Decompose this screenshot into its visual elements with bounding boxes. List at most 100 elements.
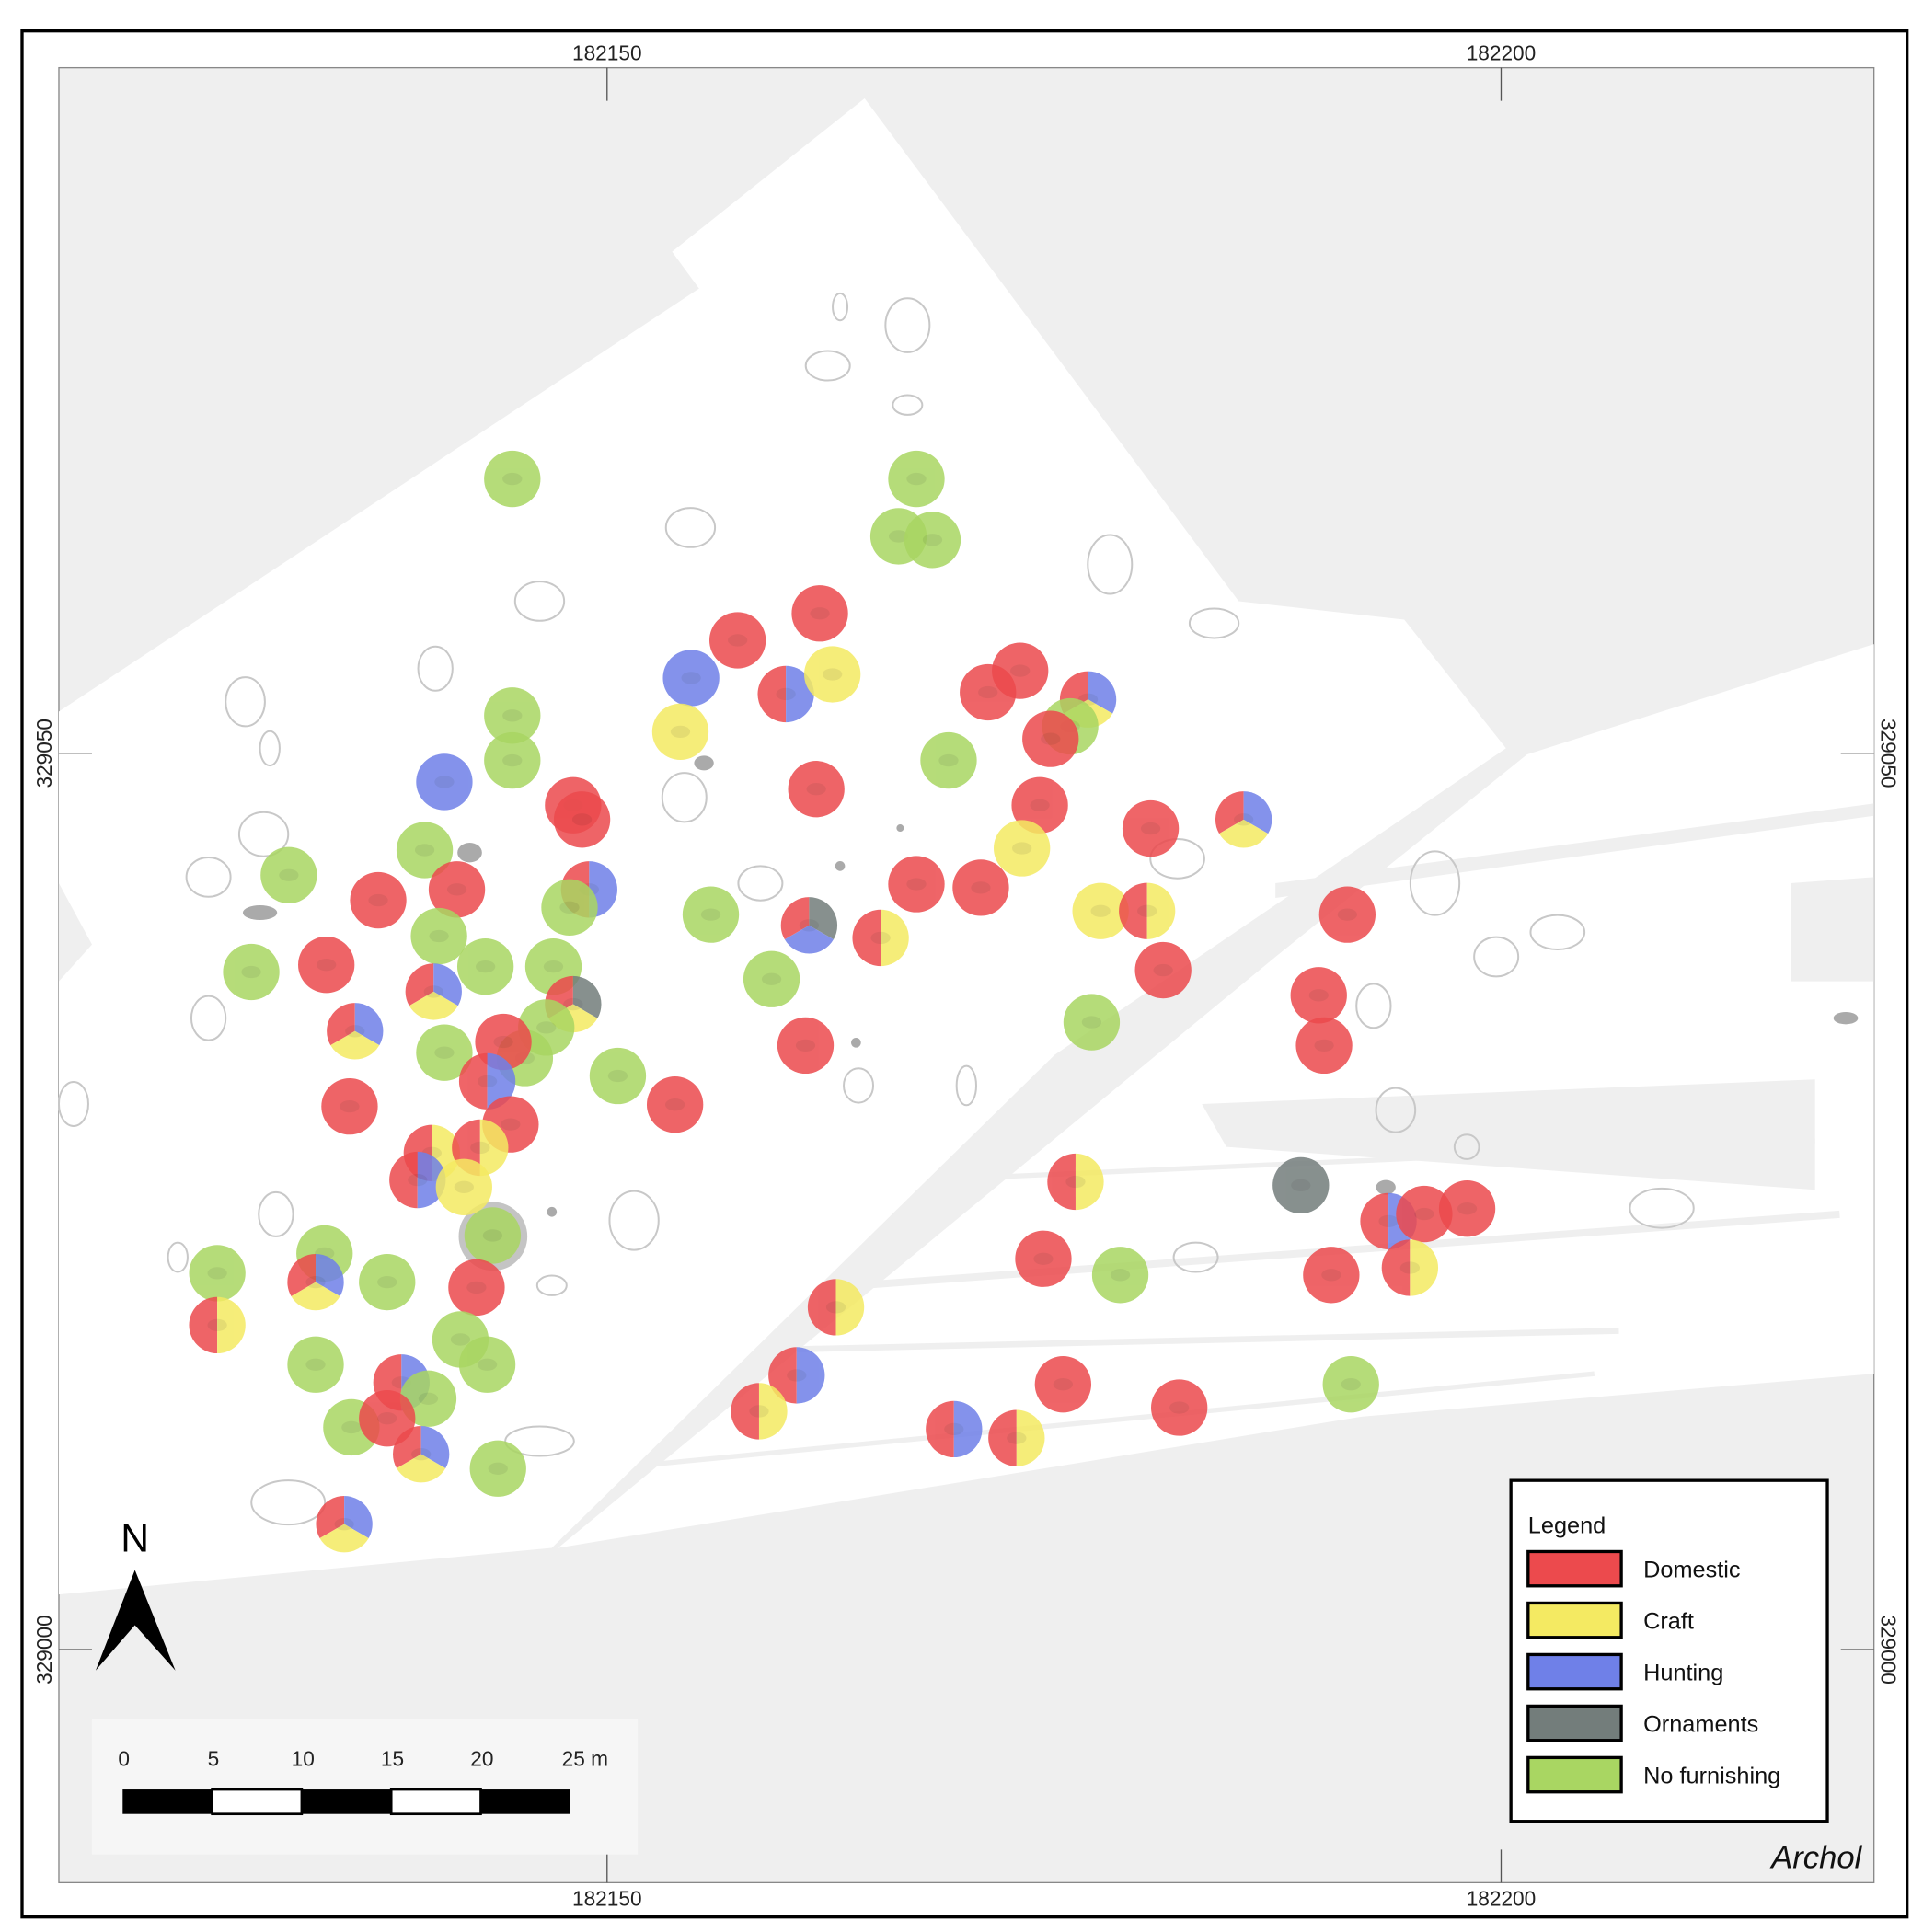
pie-slice-domestic xyxy=(428,861,486,918)
excavation-area xyxy=(58,98,1874,1595)
pie-slice-hunting xyxy=(420,1426,450,1469)
feature-pie xyxy=(1072,882,1129,939)
credit-label: Archol xyxy=(1769,1840,1862,1875)
pie-slice-domestic xyxy=(327,1003,355,1046)
feature-centre-mark xyxy=(1414,1207,1434,1221)
feature-centre-mark xyxy=(1153,963,1173,977)
feature-pie xyxy=(1295,1017,1353,1075)
pie-slice-craft xyxy=(993,820,1051,877)
feature-pie xyxy=(1022,710,1079,767)
pie-slice-domestic xyxy=(393,1426,421,1469)
pie-slice-hunting xyxy=(316,1253,344,1296)
pie-slice-hunting xyxy=(433,963,462,1006)
pie-slice-no-furnishing xyxy=(904,512,962,569)
feature-centre-mark xyxy=(1137,904,1157,917)
feature-centre-mark xyxy=(493,1035,513,1049)
pie-slice-domestic xyxy=(553,791,611,848)
pie-slice-domestic xyxy=(1015,1230,1072,1287)
feature-pie xyxy=(1151,1379,1208,1436)
feature-centre-mark xyxy=(1314,1039,1334,1052)
feature-centre-mark xyxy=(279,868,299,881)
feature-pie xyxy=(888,856,945,913)
feature-centre-mark xyxy=(450,1333,471,1346)
pie-slice-no-furnishing xyxy=(464,1207,522,1264)
feature-pie xyxy=(803,646,861,703)
feature-pie xyxy=(662,650,720,707)
pie-slice-domestic xyxy=(1381,1239,1411,1296)
pie-slice-no-furnishing xyxy=(223,943,280,1001)
pie-slice-craft xyxy=(291,1282,340,1311)
feature-centre-mark xyxy=(971,881,991,894)
feature-centre-mark xyxy=(1399,1261,1421,1274)
feature-pie xyxy=(405,963,462,1020)
pie-slice-no-furnishing xyxy=(359,1253,416,1311)
pie-slice-no-furnishing xyxy=(396,822,454,879)
scale-label-15: 15 xyxy=(381,1747,404,1771)
feature-centre-mark xyxy=(1308,989,1329,1002)
northing-label-left-2: 329000 xyxy=(32,1615,56,1685)
feature-pie xyxy=(428,861,486,918)
feature-pie xyxy=(541,879,598,936)
pie-slice-domestic xyxy=(780,897,810,940)
feature-centre-mark xyxy=(749,1405,769,1418)
feature-pie xyxy=(920,731,977,789)
feature-pie xyxy=(777,1017,835,1075)
feature-centre-mark xyxy=(446,883,467,896)
feature-pie xyxy=(396,822,454,879)
feature-centre-mark xyxy=(700,908,721,921)
feature-pie xyxy=(553,791,611,848)
pie-slice-domestic xyxy=(1303,1247,1360,1304)
feature-pie xyxy=(791,585,848,642)
feature-pie xyxy=(298,937,355,994)
pie-slice-hunting xyxy=(354,1003,384,1046)
feature-pie xyxy=(327,1003,384,1060)
pie-slice-domestic xyxy=(405,963,434,1006)
feature-pie xyxy=(1047,1153,1104,1211)
feature-centre-mark xyxy=(1090,904,1111,917)
feature-centre-mark xyxy=(825,1301,846,1314)
legend-swatch-ornaments xyxy=(1526,1704,1623,1742)
pie-slice-domestic xyxy=(646,1076,704,1133)
pie-slice-domestic xyxy=(1011,776,1068,834)
feature-pie xyxy=(708,612,766,669)
pie-slice-no-furnishing xyxy=(458,1336,516,1393)
pie-slice-craft xyxy=(758,1383,788,1440)
feature-centre-mark xyxy=(1337,908,1358,921)
feature-pie xyxy=(852,909,909,967)
feature-centre-mark xyxy=(1081,1016,1102,1029)
pie-slice-domestic xyxy=(316,1496,345,1539)
feature-pie xyxy=(807,1279,865,1336)
feature-centre-mark xyxy=(408,1173,428,1187)
feature-centre-mark xyxy=(571,813,593,826)
pie-slice-domestic xyxy=(389,1151,418,1209)
scale-label-5: 5 xyxy=(208,1747,220,1771)
feature-centre-mark xyxy=(502,709,523,722)
feature-pie xyxy=(287,1336,344,1393)
pie-slice-domestic xyxy=(757,665,787,723)
pie-slice-craft xyxy=(1146,882,1176,939)
feature-centre-mark xyxy=(1140,822,1161,835)
feature-pie xyxy=(1290,967,1347,1024)
feature-centre-mark xyxy=(1169,1401,1190,1414)
pie-slice-no-furnishing xyxy=(416,1024,473,1081)
pie-slice-hunting xyxy=(344,1496,373,1539)
feature-centre-mark xyxy=(1041,732,1061,745)
feature-centre-mark xyxy=(434,776,455,788)
feature-pie xyxy=(458,1336,516,1393)
pie-slice-no-furnishing xyxy=(189,1245,246,1302)
legend-label-no-furnishing: No furnishing xyxy=(1643,1763,1780,1788)
pie-slice-domestic xyxy=(791,585,848,642)
feature-pie xyxy=(682,886,740,943)
feature-pie xyxy=(888,450,945,508)
feature-pie xyxy=(189,1245,246,1302)
pie-slice-domestic xyxy=(1134,941,1192,999)
pie-slice-hunting xyxy=(416,753,473,811)
feature-centre-mark xyxy=(305,1275,326,1289)
feature-pie xyxy=(1381,1239,1439,1296)
feature-centre-mark xyxy=(810,607,830,620)
legend-label-hunting: Hunting xyxy=(1643,1660,1723,1685)
feature-pie xyxy=(350,871,407,929)
pie-slice-domestic xyxy=(1396,1185,1453,1243)
pie-slice-hunting xyxy=(662,650,720,707)
feature-pie xyxy=(1122,799,1180,857)
